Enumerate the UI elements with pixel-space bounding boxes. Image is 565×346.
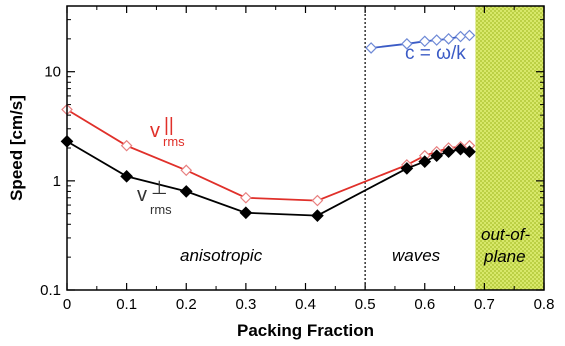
v-rms-parallel-point	[240, 191, 252, 204]
y-axis-title: Speed [cm/s]	[7, 95, 26, 201]
x-tick-label: 0.1	[116, 296, 137, 313]
v-rms-perp-point	[179, 185, 193, 198]
wave-speed-point	[365, 42, 377, 54]
anisotropic-label: anisotropic	[180, 246, 263, 265]
wave-speed-point	[463, 29, 476, 42]
v-rms-parallel-label: v rms ||	[150, 115, 185, 149]
v-rms-perp-point	[430, 149, 444, 163]
x-tick-label: 0.4	[295, 296, 316, 313]
v-rms-parallel-point	[120, 139, 133, 152]
wave-speed-point	[401, 38, 413, 50]
v-rms-perp-point	[239, 206, 253, 220]
x-tick-label: 0.6	[414, 296, 435, 313]
v-rms-parallel-sup: ||	[164, 115, 174, 136]
v-rms-perp-point	[120, 169, 133, 183]
v-rms-perp-point	[463, 145, 476, 159]
out-of-plane-label-line1: out-of-	[481, 225, 530, 244]
v-rms-parallel-line	[66, 108, 470, 202]
v-rms-perp-point	[400, 162, 414, 175]
y-tick-label: 0.1	[40, 282, 61, 299]
v-rms-parallel-point	[180, 164, 193, 177]
v-rms-perp-label: v rms ⊥	[137, 178, 172, 217]
v-rms-perp-main: v	[137, 184, 147, 206]
x-tick-label: 0.3	[235, 296, 256, 313]
v-rms-parallel-sub: rms	[163, 134, 185, 149]
v-rms-perp-point	[311, 209, 324, 222]
v-rms-perp-point	[442, 145, 455, 159]
y-tick-label: 10	[44, 64, 61, 81]
x-tick-label: 0.7	[474, 296, 495, 313]
v-rms-parallel-point	[311, 194, 324, 207]
plot-frame	[66, 5, 545, 291]
wave-speed-point	[454, 30, 467, 43]
x-tick-label: 0.5	[355, 296, 376, 313]
out-of-plane-label-line2: plane	[483, 247, 526, 266]
out-of-plane-region	[475, 6, 544, 290]
wave-speed-point	[430, 34, 443, 46]
v-rms-perp-sup: ⊥	[151, 178, 168, 199]
v-rms-perp-point	[454, 142, 467, 156]
waves-label: waves	[392, 246, 441, 265]
v-rms-perp-point	[418, 155, 432, 168]
x-tick-label: 0.2	[176, 296, 197, 313]
wave-speed-label: c = ω/k	[405, 43, 466, 64]
wave-speed-point	[442, 33, 455, 45]
wave-speed-point	[418, 35, 431, 48]
v-rms-parallel-main: v	[150, 120, 160, 142]
v-rms-perp-sub: rms	[150, 202, 172, 217]
x-tick-label: 0	[63, 296, 71, 313]
y-tick-label: 1	[53, 173, 61, 190]
x-tick-label: 0.8	[534, 296, 555, 313]
x-axis-title: Packing Fraction	[237, 321, 374, 340]
